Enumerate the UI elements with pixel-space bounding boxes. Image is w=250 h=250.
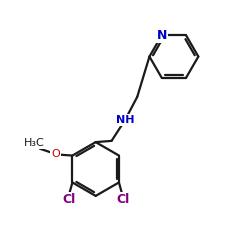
Text: N: N xyxy=(156,29,167,42)
Text: O: O xyxy=(51,149,60,159)
Text: Cl: Cl xyxy=(116,193,129,206)
Text: H₃C: H₃C xyxy=(24,138,45,148)
Text: NH: NH xyxy=(116,115,134,125)
Text: Cl: Cl xyxy=(62,193,75,206)
